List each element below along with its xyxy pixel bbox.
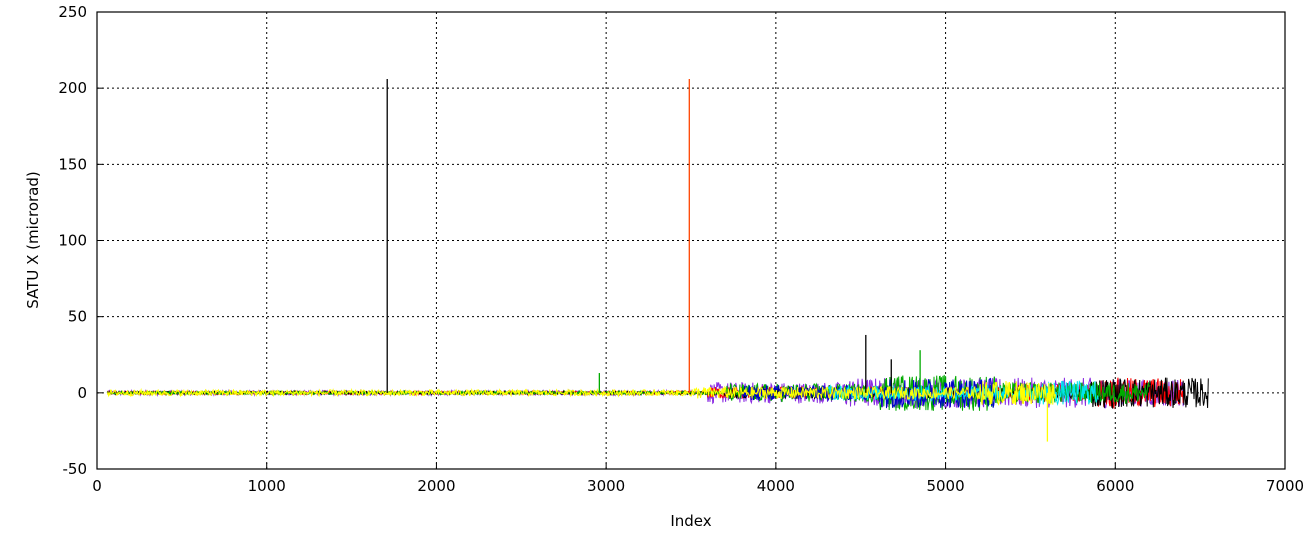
x-tick-label: 3000 bbox=[587, 477, 625, 495]
series-group bbox=[106, 374, 1209, 411]
x-tick-label: 5000 bbox=[926, 477, 964, 495]
x-axis-label: Index bbox=[670, 512, 711, 530]
y-tick-label: 0 bbox=[77, 384, 87, 402]
x-tick-label: 0 bbox=[92, 477, 102, 495]
x-tick-label: 4000 bbox=[757, 477, 795, 495]
y-tick-label: 150 bbox=[58, 155, 87, 173]
y-tick-label: 200 bbox=[58, 79, 87, 97]
x-tick-label: 7000 bbox=[1266, 477, 1304, 495]
spike-group bbox=[386, 79, 1049, 442]
y-tick-label: 250 bbox=[58, 3, 87, 21]
x-tick-label: 2000 bbox=[417, 477, 455, 495]
y-axis-label: SATU X (microrad) bbox=[24, 171, 42, 308]
x-tick-label: 6000 bbox=[1096, 477, 1134, 495]
x-tick-label: 1000 bbox=[248, 477, 286, 495]
y-tick-label: 100 bbox=[58, 232, 87, 250]
y-tick-label: 50 bbox=[68, 308, 87, 326]
series-line-6 bbox=[106, 380, 1056, 406]
y-tick-label: -50 bbox=[63, 460, 88, 478]
ticks: 0 1000 2000 3000 4000 5000 6000 7000-5005010015… bbox=[58, 3, 1304, 495]
